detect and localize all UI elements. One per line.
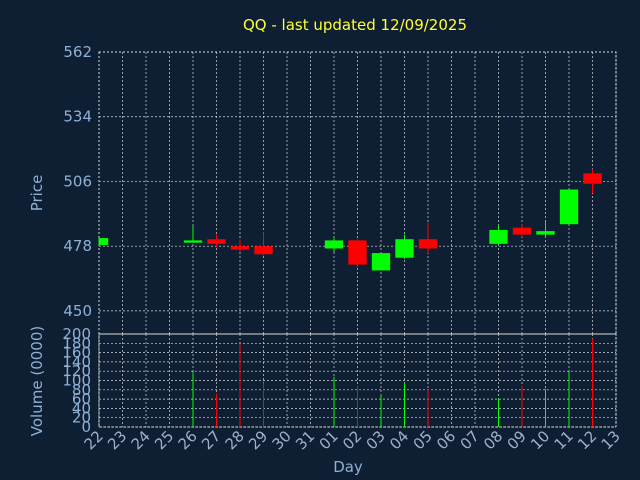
- x-tick-label: 10: [527, 427, 553, 453]
- volume-axis-label: Volume (0000): [28, 326, 46, 436]
- candle-body: [230, 246, 250, 250]
- volume-tick-label: 180: [62, 334, 91, 352]
- volume-tick-label: 40: [72, 399, 91, 417]
- x-tick-label: 02: [339, 427, 365, 453]
- x-tick-label: 27: [198, 427, 224, 453]
- x-tick-label: 25: [151, 427, 177, 453]
- x-tick-label: 26: [175, 427, 201, 453]
- x-tick-label: 12: [574, 427, 600, 453]
- candles: [98, 168, 602, 271]
- candle-body: [512, 227, 532, 235]
- price-tick-label: 450: [63, 302, 92, 320]
- x-tick-label: 29: [245, 427, 271, 453]
- volume-tick-label: 0: [81, 418, 91, 436]
- x-tick-label: 01: [316, 427, 342, 453]
- x-tick-label: 28: [222, 427, 248, 453]
- candle-body: [395, 239, 414, 258]
- candle-body: [371, 253, 391, 271]
- price-tick-label: 478: [63, 237, 92, 255]
- x-tick-label: 05: [410, 427, 436, 453]
- x-tick-labels: 2223242526272829303101020304050607080910…: [81, 427, 624, 453]
- x-tick-label: 23: [104, 427, 130, 453]
- x-tick-label: 08: [480, 427, 506, 453]
- candle-body: [583, 173, 602, 184]
- volume-tick-label: 140: [62, 353, 91, 371]
- candle-body: [99, 238, 109, 246]
- volume-tick-label: 20: [72, 409, 91, 427]
- volume-tick-label: 160: [62, 344, 91, 362]
- candle-body: [559, 189, 579, 225]
- candle-body: [324, 240, 344, 249]
- volume-bars: [192, 338, 593, 427]
- candle-body: [348, 240, 367, 265]
- x-axis-label: Day: [333, 458, 363, 476]
- candle-body: [418, 239, 438, 249]
- price-tick-label: 562: [63, 43, 92, 61]
- volume-tick-label: 120: [62, 362, 91, 380]
- volume-tick-label: 80: [72, 381, 91, 399]
- candle-body: [207, 239, 226, 244]
- price-grid: [98, 51, 617, 334]
- x-tick-label: 24: [128, 427, 154, 453]
- price-axis-label: Price: [28, 175, 46, 212]
- volume-tick-label: 100: [62, 372, 91, 390]
- chart-title: QQ - last updated 12/09/2025: [243, 16, 467, 34]
- price-plot-frame: [98, 51, 617, 335]
- volume-tick-label: 200: [62, 325, 91, 343]
- x-tick-label: 31: [292, 427, 318, 453]
- price-tick-label: 506: [63, 172, 92, 190]
- volume-tick-label: 60: [72, 390, 91, 408]
- candle-body: [183, 240, 203, 243]
- x-tick-label: 09: [504, 427, 530, 453]
- x-tick-label: 13: [598, 427, 624, 453]
- x-tick-label: 11: [551, 427, 577, 453]
- price-tick-label: 534: [63, 108, 92, 126]
- x-tick-label: 03: [363, 427, 389, 453]
- candle-body: [254, 246, 273, 255]
- x-tick-label: 30: [269, 427, 295, 453]
- x-tick-label: 07: [457, 427, 483, 453]
- candle-body: [536, 231, 555, 235]
- x-tick-label: 06: [433, 427, 459, 453]
- price-tick-labels: 450 478 506 534 562: [63, 43, 92, 320]
- candle-body: [489, 229, 508, 244]
- x-tick-label: 04: [386, 427, 412, 453]
